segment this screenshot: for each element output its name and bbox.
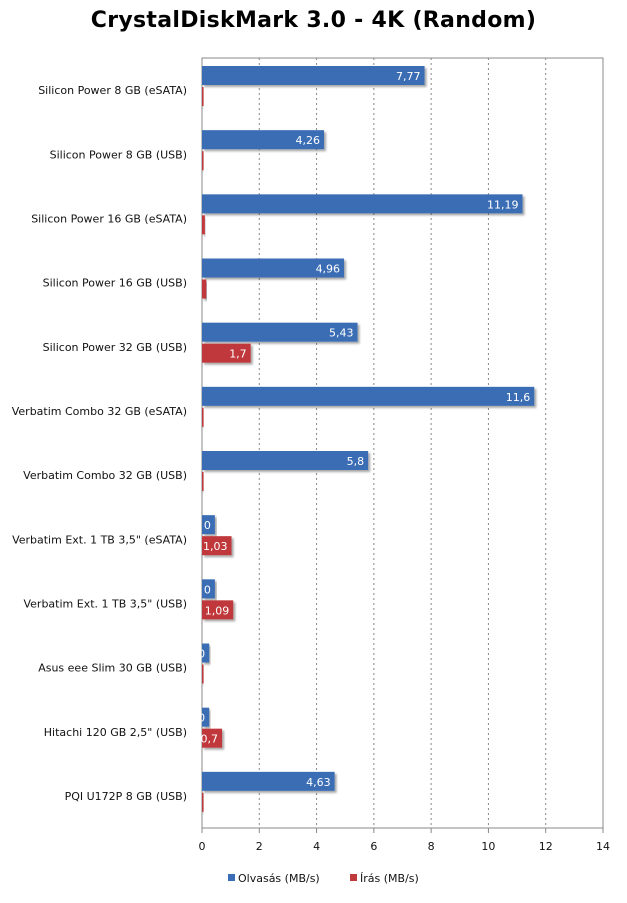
- bar-write-label: 1,09: [205, 604, 230, 617]
- bar-read-label: 5,8: [347, 455, 365, 468]
- bar-write: [202, 151, 204, 171]
- bar-read-label: 11,6: [506, 391, 531, 404]
- category-label: PQI U172P 8 GB (USB): [65, 790, 187, 803]
- x-tick-label: 2: [256, 840, 263, 853]
- bar-read-label: 0: [198, 712, 205, 725]
- bar-read-label: 5,43: [329, 327, 354, 340]
- category-label: Silicon Power 8 GB (eSATA): [38, 84, 187, 97]
- bar-read: [202, 643, 210, 663]
- bar-write: [202, 664, 204, 684]
- bar-read: [202, 386, 535, 406]
- x-tick-label: 14: [596, 840, 610, 853]
- plot-area: [201, 57, 604, 829]
- x-tick-label: 4: [313, 840, 320, 853]
- category-label: Silicon Power 16 GB (eSATA): [31, 212, 187, 225]
- legend-swatch-read: [228, 874, 235, 881]
- x-tick-label: 6: [370, 840, 377, 853]
- category-label: Verbatim Ext. 1 TB 3,5" (eSATA): [12, 533, 187, 546]
- category-label: Asus eee Slim 30 GB (USB): [38, 662, 187, 675]
- bar-read: [202, 258, 345, 278]
- bar-write: [202, 215, 205, 235]
- bar-write-label: 1,03: [203, 540, 228, 553]
- bar-read: [202, 194, 523, 214]
- category-label: Verbatim Ext. 1 TB 3,5" (USB): [23, 597, 187, 610]
- category-label: Verbatim Combo 32 GB (USB): [23, 469, 187, 482]
- x-tick-label: 8: [428, 840, 435, 853]
- category-label: Hitachi 120 GB 2,5" (USB): [44, 726, 187, 739]
- x-tick-label: 10: [481, 840, 495, 853]
- bar-read-label: 4,26: [296, 134, 321, 147]
- legend-label-read: Olvasás (MB/s): [238, 872, 320, 885]
- bar-read: [202, 515, 215, 535]
- bar-read: [202, 66, 425, 85]
- category-label: Verbatim Combo 32 GB (eSATA): [12, 405, 187, 418]
- legend-label-write: Írás (MB/s): [360, 872, 419, 885]
- legend-swatch-write: [350, 874, 357, 881]
- bar-read: [202, 451, 369, 470]
- bar-write-label: 1,7: [229, 348, 247, 361]
- bar-write: [202, 279, 207, 299]
- chart-title: CrystalDiskMark 3.0 - 4K (Random): [90, 8, 537, 33]
- bar-read: [202, 771, 335, 791]
- bar-write: [202, 472, 204, 491]
- bar-read-label: 4,96: [316, 263, 341, 276]
- bar-write: [202, 792, 204, 812]
- bar-write: [202, 343, 251, 363]
- bar-read: [202, 322, 358, 342]
- bar-write: [202, 87, 204, 106]
- x-tick-label: 0: [199, 840, 206, 853]
- category-label: Silicon Power 16 GB (USB): [43, 277, 187, 290]
- bar-read-label: 11,19: [487, 198, 519, 211]
- bar-read: [202, 130, 325, 150]
- bar-write: [202, 536, 232, 556]
- bar-read-label: 0: [198, 648, 205, 661]
- bar-write: [202, 407, 204, 427]
- bar-read: [202, 707, 210, 727]
- category-label: Silicon Power 8 GB (USB): [50, 148, 187, 161]
- bar-read-label: 0: [204, 519, 211, 532]
- bar-read-label: 4,63: [306, 776, 331, 789]
- bar-write-label: 0,7: [201, 733, 219, 746]
- bar-read-label: 0: [204, 583, 211, 596]
- bar-read: [202, 579, 215, 599]
- bar-write: [202, 728, 223, 748]
- category-label: Silicon Power 32 GB (USB): [43, 341, 187, 354]
- bar-read-label: 7,77: [396, 70, 421, 83]
- bar-write: [202, 600, 234, 620]
- x-tick-label: 12: [539, 840, 553, 853]
